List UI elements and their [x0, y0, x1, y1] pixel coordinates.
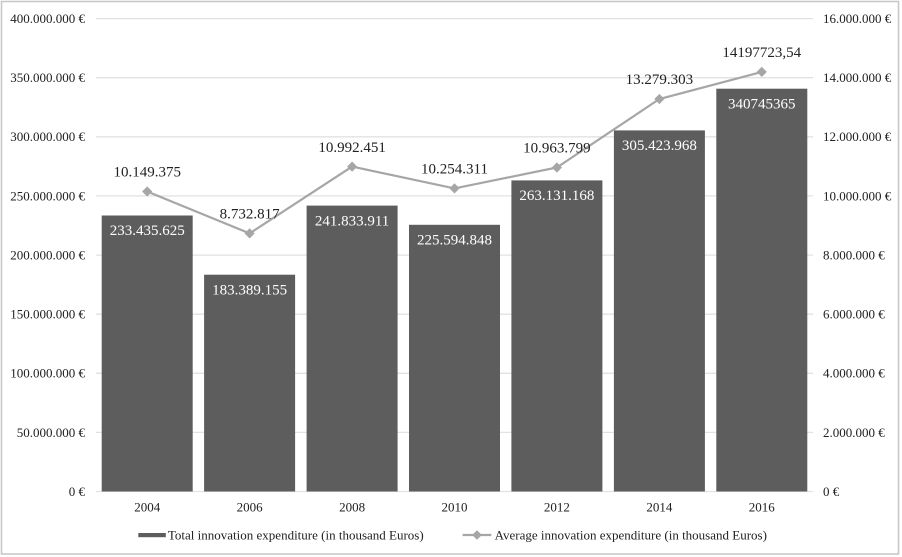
svg-text:300.000.000 €: 300.000.000 €	[10, 129, 85, 144]
svg-text:2012: 2012	[544, 499, 570, 514]
svg-text:2010: 2010	[442, 499, 468, 514]
svg-text:10.963.799: 10.963.799	[523, 141, 591, 157]
svg-text:14.000.000 €: 14.000.000 €	[823, 70, 892, 85]
svg-text:0 €: 0 €	[69, 484, 86, 499]
svg-text:2.000.000 €: 2.000.000 €	[823, 425, 885, 440]
svg-text:2014: 2014	[646, 499, 673, 514]
svg-text:183.389.155: 183.389.155	[212, 282, 287, 298]
svg-text:340745365: 340745365	[728, 96, 796, 112]
svg-text:2004: 2004	[134, 499, 161, 514]
svg-text:16.000.000 €: 16.000.000 €	[823, 11, 892, 26]
svg-text:50.000.000 €: 50.000.000 €	[17, 425, 86, 440]
svg-text:2006: 2006	[237, 499, 264, 514]
svg-text:8.732.817: 8.732.817	[220, 207, 281, 223]
svg-text:10.149.375: 10.149.375	[113, 165, 181, 181]
svg-text:225.594.848: 225.594.848	[417, 233, 492, 249]
svg-text:10.254.311: 10.254.311	[421, 162, 488, 178]
svg-text:14197723,54: 14197723,54	[722, 45, 801, 61]
svg-text:2016: 2016	[749, 499, 776, 514]
svg-text:10.992.451: 10.992.451	[318, 140, 386, 156]
svg-text:6.000.000 €: 6.000.000 €	[823, 307, 885, 322]
svg-text:13.279.303: 13.279.303	[626, 72, 694, 88]
svg-text:150.000.000 €: 150.000.000 €	[10, 307, 85, 322]
svg-text:12.000.000 €: 12.000.000 €	[823, 129, 892, 144]
svg-text:8.000.000 €: 8.000.000 €	[823, 247, 885, 262]
svg-text:263.131.168: 263.131.168	[519, 188, 594, 204]
svg-text:200.000.000 €: 200.000.000 €	[10, 247, 85, 262]
svg-text:250.000.000 €: 250.000.000 €	[10, 188, 85, 203]
svg-text:0 €: 0 €	[823, 484, 840, 499]
svg-text:10.000.000 €: 10.000.000 €	[823, 188, 892, 203]
svg-text:2008: 2008	[339, 499, 365, 514]
svg-text:241.833.911: 241.833.911	[315, 213, 389, 229]
svg-text:Total innovation expenditure (: Total innovation expenditure (in thousan…	[168, 527, 424, 542]
svg-text:100.000.000 €: 100.000.000 €	[10, 366, 85, 381]
svg-text:350.000.000 €: 350.000.000 €	[10, 70, 85, 85]
svg-text:4.000.000 €: 4.000.000 €	[823, 366, 885, 381]
svg-text:400.000.000 €: 400.000.000 €	[10, 11, 85, 26]
svg-text:Average innovation expenditure: Average innovation expenditure (in thous…	[495, 527, 767, 542]
svg-text:233.435.625: 233.435.625	[110, 223, 185, 239]
svg-text:305.423.968: 305.423.968	[622, 138, 697, 154]
